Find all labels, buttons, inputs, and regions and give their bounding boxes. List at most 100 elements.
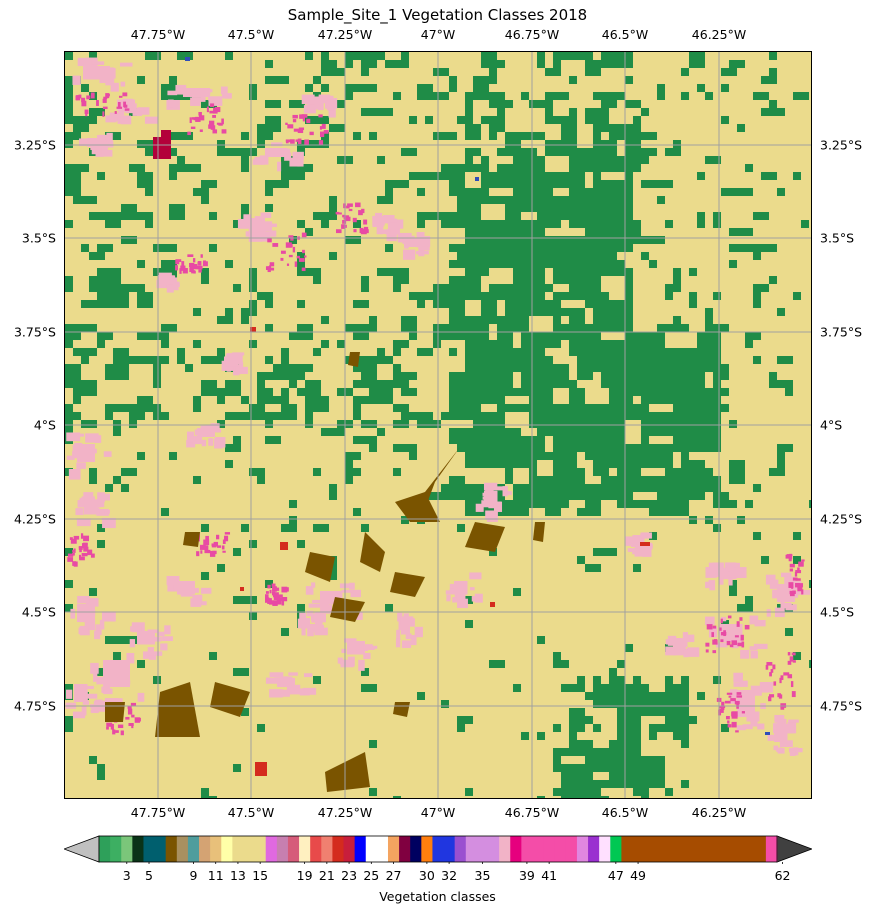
- pasture-patch: [665, 596, 681, 604]
- pasture-patch: [289, 444, 313, 452]
- pasture-patch: [577, 636, 585, 644]
- agriculture-patch: [151, 651, 163, 656]
- pasture-patch: [537, 780, 561, 788]
- agriculture-patch: [314, 618, 323, 629]
- pasture-patch: [297, 676, 313, 684]
- pasture-patch: [241, 100, 265, 108]
- pasture-patch: [409, 460, 417, 468]
- pasture-patch: [249, 660, 257, 676]
- pasture-patch: [209, 260, 225, 268]
- pasture-patch: [145, 516, 161, 524]
- pasture-patch: [113, 788, 121, 796]
- agriculture-patch: [640, 533, 649, 538]
- pasture-patch: [809, 604, 811, 612]
- pasture-patch: [529, 316, 553, 332]
- agriculture-patch: [733, 672, 743, 683]
- pasture-patch: [753, 228, 761, 236]
- pasture-patch: [217, 572, 225, 580]
- agriculture-patch: [326, 95, 334, 100]
- pasture-patch: [385, 788, 393, 798]
- agriculture-patch: [311, 582, 316, 588]
- vegetation-map[interactable]: [64, 51, 812, 799]
- pasture-patch: [281, 236, 289, 244]
- pasture-patch: [289, 492, 297, 500]
- pasture-patch: [345, 788, 369, 796]
- pasture-patch: [353, 252, 361, 260]
- pasture-patch: [713, 228, 729, 244]
- pasture-patch: [337, 652, 361, 660]
- pasture-patch: [257, 84, 265, 100]
- pasture-patch: [737, 676, 761, 684]
- pasture-patch: [801, 668, 809, 676]
- pasture-patch: [137, 484, 153, 492]
- pasture-patch: [465, 724, 473, 732]
- pasture-patch: [193, 332, 217, 340]
- pasture-patch: [225, 732, 249, 740]
- agriculture-patch: [117, 115, 132, 124]
- pasture-patch: [153, 500, 161, 508]
- pasture-patch: [249, 788, 257, 796]
- pasture-patch: [201, 148, 217, 164]
- pasture-patch: [377, 124, 393, 132]
- agriculture-patch: [456, 591, 463, 601]
- agriculture-layer: [65, 57, 811, 757]
- pasture-patch: [657, 172, 673, 180]
- pasture-patch: [529, 644, 545, 652]
- pasture-patch: [433, 308, 441, 324]
- pasture-patch: [185, 740, 193, 748]
- pasture-patch: [729, 332, 737, 340]
- pasture-patch: [289, 556, 297, 564]
- pasture-patch: [457, 740, 465, 748]
- pasture-patch: [281, 108, 289, 116]
- pasture-patch: [721, 732, 737, 740]
- pasture-patch: [257, 708, 273, 716]
- pasture-patch: [673, 452, 681, 468]
- pasture-patch: [377, 604, 385, 612]
- pasture-patch: [145, 764, 161, 772]
- pasture-patch: [89, 332, 97, 340]
- pasture-patch: [353, 484, 377, 492]
- pasture-patch: [521, 700, 545, 708]
- pasture-patch: [73, 108, 89, 116]
- pasture-patch: [169, 124, 177, 132]
- pasture-patch: [305, 732, 313, 740]
- pasture-patch: [489, 188, 513, 196]
- pasture-patch: [225, 764, 233, 772]
- pasture-patch: [721, 244, 729, 260]
- pasture-patch: [473, 156, 481, 164]
- pasture-patch: [329, 500, 337, 508]
- pasture-patch: [745, 204, 753, 212]
- pasture-patch: [153, 644, 161, 652]
- pasture-patch: [761, 252, 769, 260]
- pasture-patch: [305, 212, 313, 228]
- pasture-patch: [289, 316, 313, 324]
- agriculture-patch: [777, 584, 795, 602]
- agriculture-patch: [415, 250, 429, 255]
- pasture-patch: [713, 108, 737, 116]
- pasture-patch: [713, 180, 729, 188]
- pasture-patch: [721, 380, 729, 388]
- pasture-patch: [305, 572, 313, 580]
- pasture-patch: [641, 228, 649, 236]
- pasture-patch: [737, 508, 761, 516]
- pasture-patch: [705, 300, 729, 308]
- pasture-patch: [617, 100, 625, 108]
- pasture-patch: [193, 324, 209, 332]
- pasture-patch: [761, 692, 777, 700]
- agriculture-patch: [475, 503, 484, 512]
- agriculture-patch: [493, 501, 503, 512]
- pasture-patch: [385, 540, 401, 548]
- agriculture-patch: [766, 609, 771, 617]
- pasture-patch: [337, 564, 361, 572]
- agriculture-patch: [93, 673, 98, 682]
- pasture-patch: [201, 412, 225, 420]
- pasture-patch: [561, 300, 585, 308]
- pasture-patch: [225, 468, 241, 476]
- agriculture-patch: [308, 603, 323, 608]
- pasture-patch: [545, 292, 553, 300]
- pasture-patch: [801, 508, 811, 516]
- pasture-patch: [185, 68, 193, 76]
- pasture-patch: [289, 284, 313, 292]
- pasture-patch: [241, 660, 249, 668]
- pasture-patch: [361, 444, 369, 452]
